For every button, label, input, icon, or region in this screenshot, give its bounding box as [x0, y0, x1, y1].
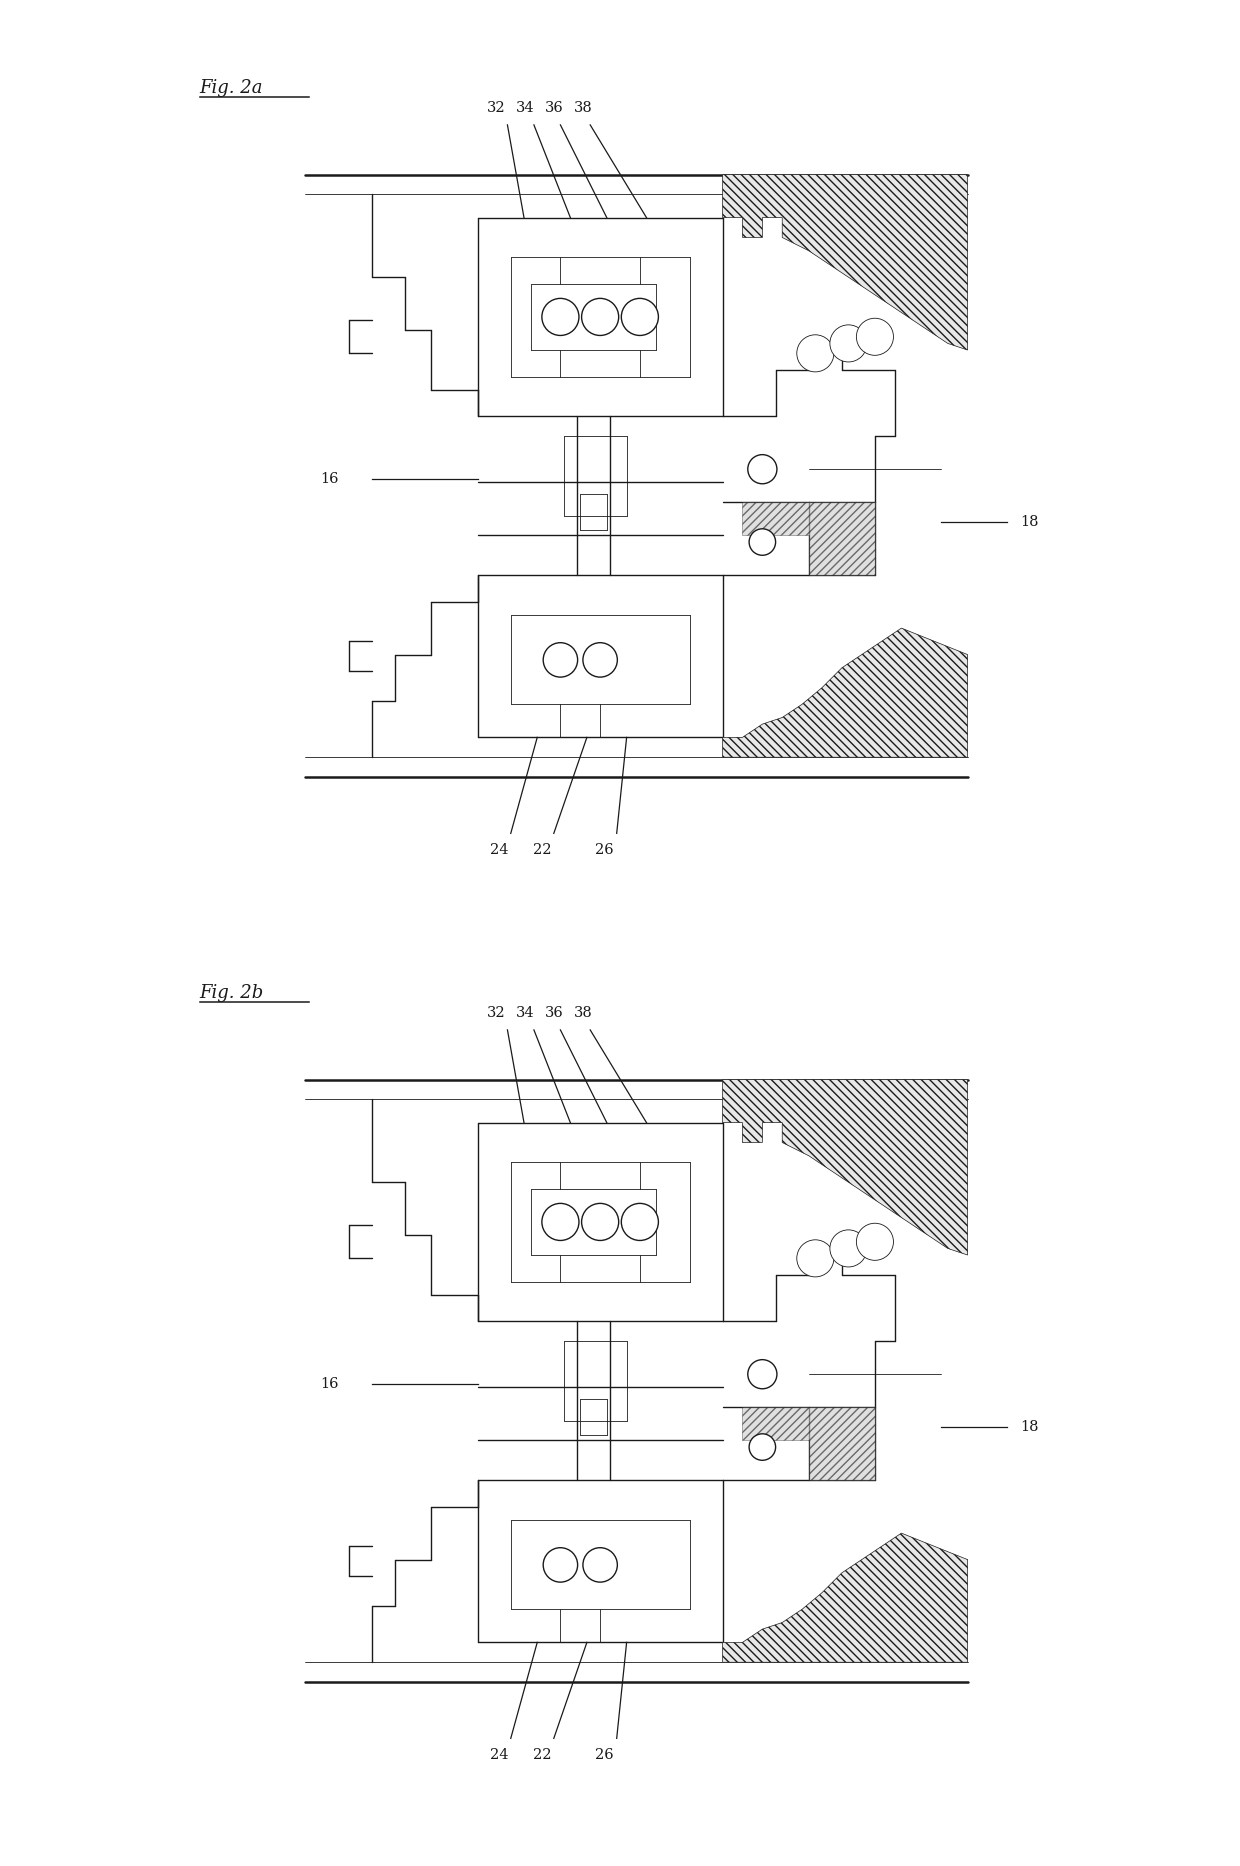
Text: 36: 36 [544, 1006, 563, 1021]
Circle shape [857, 1224, 894, 1260]
Polygon shape [723, 175, 967, 351]
Text: 18: 18 [1021, 515, 1039, 530]
Circle shape [830, 325, 867, 362]
Circle shape [582, 299, 619, 336]
Text: 16: 16 [320, 1377, 339, 1392]
Circle shape [583, 642, 618, 677]
Circle shape [748, 1360, 777, 1388]
Text: 18: 18 [1021, 1420, 1039, 1435]
Circle shape [582, 1204, 619, 1241]
Text: 38: 38 [574, 101, 593, 116]
Text: 32: 32 [487, 1006, 506, 1021]
Circle shape [542, 299, 579, 336]
Circle shape [857, 319, 894, 355]
Text: Fig. 2b: Fig. 2b [200, 983, 264, 1002]
Polygon shape [723, 629, 967, 758]
Circle shape [830, 1230, 867, 1267]
Circle shape [797, 334, 833, 371]
Circle shape [749, 528, 775, 556]
Circle shape [583, 1547, 618, 1582]
Circle shape [748, 455, 777, 483]
Polygon shape [723, 1534, 967, 1663]
Text: 34: 34 [516, 101, 534, 116]
Text: 34: 34 [516, 1006, 534, 1021]
Text: 32: 32 [487, 101, 506, 116]
Polygon shape [723, 1080, 967, 1256]
Circle shape [543, 1547, 578, 1582]
Text: 26: 26 [595, 843, 614, 856]
Text: 16: 16 [320, 472, 339, 487]
Text: 26: 26 [595, 1748, 614, 1762]
Circle shape [543, 642, 578, 677]
Text: 22: 22 [533, 1748, 552, 1762]
Circle shape [621, 299, 658, 336]
Text: 24: 24 [490, 1748, 508, 1762]
Polygon shape [743, 502, 875, 575]
Circle shape [621, 1204, 658, 1241]
Text: Fig. 2a: Fig. 2a [200, 78, 263, 97]
Circle shape [797, 1239, 833, 1276]
Text: 24: 24 [490, 843, 508, 856]
Text: 36: 36 [544, 101, 563, 116]
Circle shape [542, 1204, 579, 1241]
Text: 38: 38 [574, 1006, 593, 1021]
Polygon shape [743, 1407, 875, 1480]
Text: 22: 22 [533, 843, 552, 856]
Circle shape [749, 1433, 775, 1461]
